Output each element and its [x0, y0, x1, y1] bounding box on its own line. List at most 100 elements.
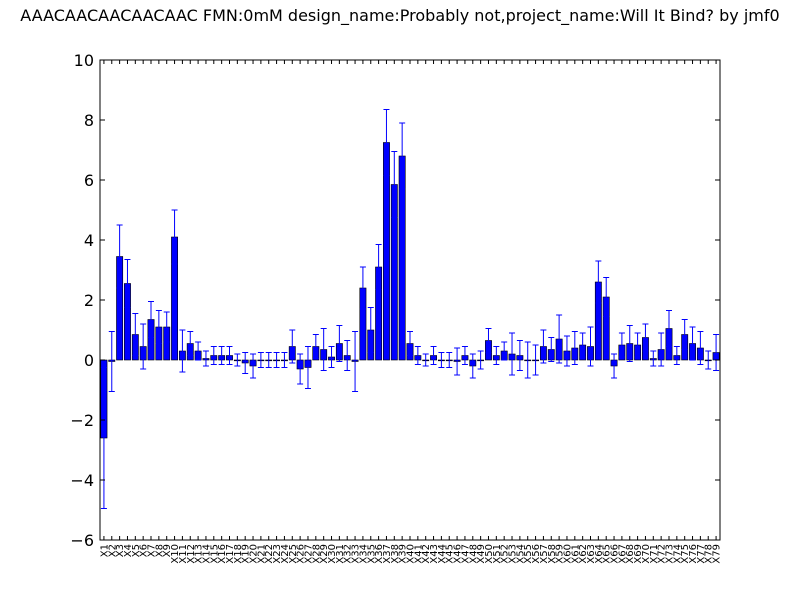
x-tick-label: X43	[429, 544, 440, 564]
error-bar-X29	[320, 328, 327, 371]
error-bar-X18	[234, 353, 241, 367]
x-tick-label: X57	[539, 544, 550, 564]
error-bar-X7	[148, 301, 155, 338]
x-tick-label: X19	[241, 544, 252, 564]
x-tick-label: X55	[523, 544, 534, 564]
error-bar-X16	[218, 346, 225, 365]
x-tick-label: X24	[280, 544, 291, 564]
error-bar-X72	[658, 332, 665, 367]
x-tick-label: X48	[468, 544, 479, 564]
x-tick-label: X56	[531, 544, 542, 564]
error-bar-X60	[563, 335, 570, 367]
error-bar-X19	[242, 352, 249, 374]
x-tick-label: X21	[256, 544, 267, 564]
x-tick-label: X54	[515, 544, 526, 564]
error-bar-X51	[493, 346, 500, 365]
x-tick-label: X29	[319, 544, 330, 564]
error-bar-X62	[579, 332, 586, 358]
error-bar-X67	[618, 332, 625, 358]
error-bar-X30	[328, 346, 335, 368]
error-bar-X5	[132, 313, 139, 356]
x-tick-label: X75	[680, 544, 691, 564]
y-tick-label: 10	[74, 51, 94, 70]
x-tick-label: X66	[610, 544, 621, 564]
error-bar-X27	[304, 346, 311, 389]
error-bar-X4	[124, 259, 131, 308]
x-tick-label: X41	[413, 544, 424, 564]
x-tick-label: X33	[351, 544, 362, 564]
error-bar-X26	[297, 353, 304, 385]
error-bar-X47	[461, 346, 468, 365]
y-tick-label: −4	[70, 471, 94, 490]
x-tick-label: X18	[233, 544, 244, 564]
error-bar-X34	[359, 266, 366, 310]
x-tick-label: X9	[162, 544, 173, 557]
y-tick-label: −6	[70, 531, 94, 550]
error-bar-X41	[414, 346, 421, 365]
x-tick-label: X32	[343, 544, 354, 564]
x-tick-label: X22	[264, 544, 275, 564]
error-bar-X65	[603, 277, 610, 317]
y-axis: −6 −4 −2 0 2 4 6 8 10	[70, 51, 720, 550]
error-bar-X76	[689, 326, 696, 361]
x-tick-label: X35	[366, 544, 377, 564]
error-bar-X43	[430, 346, 437, 365]
x-tick-label: X30	[327, 544, 338, 564]
x-tick-label: X10	[170, 544, 181, 564]
error-bar-X11	[179, 329, 186, 373]
error-bar-X20	[250, 353, 257, 379]
x-tick-label: X73	[664, 544, 675, 564]
x-tick-label: X77	[696, 544, 707, 564]
x-tick-label: X3	[115, 544, 126, 557]
error-bar-X78	[705, 350, 712, 370]
error-bar-X1	[100, 367, 107, 509]
error-bar-X73	[665, 310, 672, 347]
y-tick-label: 4	[84, 231, 94, 250]
x-tick-label: X74	[672, 544, 683, 564]
x-tick-label: X44	[437, 544, 448, 564]
x-tick-label: X28	[311, 544, 322, 564]
error-bar-X66	[611, 353, 618, 379]
x-tick-label: X27	[303, 544, 314, 564]
x-tick-label: X11	[178, 544, 189, 564]
error-bar-X38	[391, 151, 398, 218]
error-bar-X46	[454, 347, 461, 376]
x-tick-label: X7	[147, 544, 158, 557]
error-bar-X44	[438, 352, 445, 368]
error-bar-X57	[540, 329, 547, 364]
y-tick-label: 2	[84, 291, 94, 310]
x-tick-label: X23	[272, 544, 283, 564]
x-tick-label: X78	[704, 544, 715, 564]
x-tick-label: X72	[657, 544, 668, 564]
x-tick-label: X58	[547, 544, 558, 564]
x-tick-label: X79	[712, 544, 723, 564]
x-tick-label: X68	[625, 544, 636, 564]
x-tick-label: X76	[688, 544, 699, 564]
error-bar-X24	[281, 352, 288, 368]
y-tick-label: 6	[84, 171, 94, 190]
x-tick-label: X20	[249, 544, 260, 564]
error-bar-X64	[595, 260, 602, 304]
error-bar-X75	[681, 319, 688, 350]
x-tick-label: X2	[107, 544, 118, 557]
error-bar-X25	[289, 329, 296, 364]
error-bar-X6	[140, 323, 147, 370]
error-bar-X28	[312, 334, 319, 359]
error-bar-X15	[210, 346, 217, 365]
x-tick-label: X1	[99, 544, 110, 557]
error-bar-X32	[344, 340, 351, 371]
error-bar-X71	[650, 350, 657, 367]
x-tick-label: X39	[398, 544, 409, 564]
x-tick-label: X50	[484, 544, 495, 564]
x-tick-label: X34	[358, 544, 369, 564]
x-tick-label: X52	[500, 544, 511, 564]
error-bar-X14	[202, 350, 209, 367]
x-tick-label: X49	[476, 544, 487, 564]
x-tick-label: X15	[209, 544, 220, 564]
x-tick-label: X69	[633, 544, 644, 564]
x-tick-label: X63	[586, 544, 597, 564]
error-bar-X69	[634, 332, 641, 358]
error-bar-X12	[187, 331, 194, 356]
error-bar-X33	[352, 331, 359, 392]
x-tick-label: X61	[570, 544, 581, 564]
